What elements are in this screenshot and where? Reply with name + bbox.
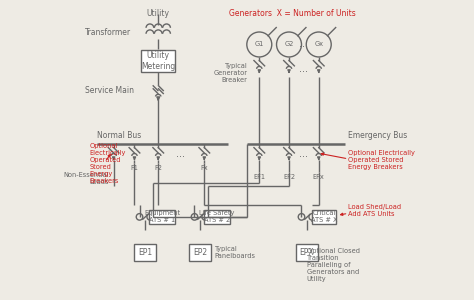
Text: Typical
Generator
Breaker: Typical Generator Breaker <box>213 63 247 83</box>
Bar <box>312 210 336 224</box>
Text: F2: F2 <box>154 166 162 172</box>
Text: Normal Bus: Normal Bus <box>97 131 142 140</box>
Text: EP2: EP2 <box>193 248 207 257</box>
Text: Life Safety
ATS # 2: Life Safety ATS # 2 <box>200 210 235 224</box>
Text: ...: ... <box>300 149 309 160</box>
Text: Transformer: Transformer <box>85 28 131 37</box>
Text: Optional Closed
Transition
Paralleling of
Generators and
Utility: Optional Closed Transition Paralleling o… <box>307 248 360 282</box>
Bar <box>189 244 211 261</box>
Text: Typical
Panelboards: Typical Panelboards <box>215 246 255 259</box>
Bar <box>296 244 318 261</box>
Bar <box>134 244 156 261</box>
Text: Generators  X = Number of Units: Generators X = Number of Units <box>228 9 356 18</box>
Text: G2: G2 <box>284 41 294 47</box>
Text: Utility
Metering: Utility Metering <box>141 51 175 70</box>
Text: Non-Essential
Loads: Non-Essential Loads <box>64 172 109 185</box>
Text: Load Shed/Load
Add ATS Units: Load Shed/Load Add ATS Units <box>348 204 401 218</box>
Text: Critical
ATS # X: Critical ATS # X <box>311 210 337 224</box>
Bar <box>204 210 230 224</box>
Text: Fx: Fx <box>201 166 208 172</box>
Text: EPX: EPX <box>300 248 314 257</box>
Text: Optional Electrically
Operated Stored
Energy Breakers: Optional Electrically Operated Stored En… <box>348 150 415 170</box>
Text: EP1: EP1 <box>138 248 152 257</box>
Text: G1: G1 <box>255 41 264 47</box>
Text: ...: ... <box>300 64 309 74</box>
Text: ...: ... <box>300 40 309 50</box>
Bar <box>141 50 175 71</box>
Text: F1: F1 <box>130 166 138 172</box>
Text: Equipment
ATS # 1: Equipment ATS # 1 <box>144 210 180 224</box>
Text: EFx: EFx <box>313 174 325 180</box>
Text: Gx: Gx <box>314 41 323 47</box>
Text: Service Main: Service Main <box>85 86 135 95</box>
Text: Utility: Utility <box>147 9 170 18</box>
Text: Optional
Electrically
Operated
Stored
Energy
Breakers: Optional Electrically Operated Stored En… <box>90 143 126 184</box>
Bar <box>149 210 175 224</box>
Text: ...: ... <box>176 149 185 160</box>
Text: Emergency Bus: Emergency Bus <box>348 131 408 140</box>
Text: EF2: EF2 <box>283 174 295 180</box>
Text: EF1: EF1 <box>253 174 265 180</box>
